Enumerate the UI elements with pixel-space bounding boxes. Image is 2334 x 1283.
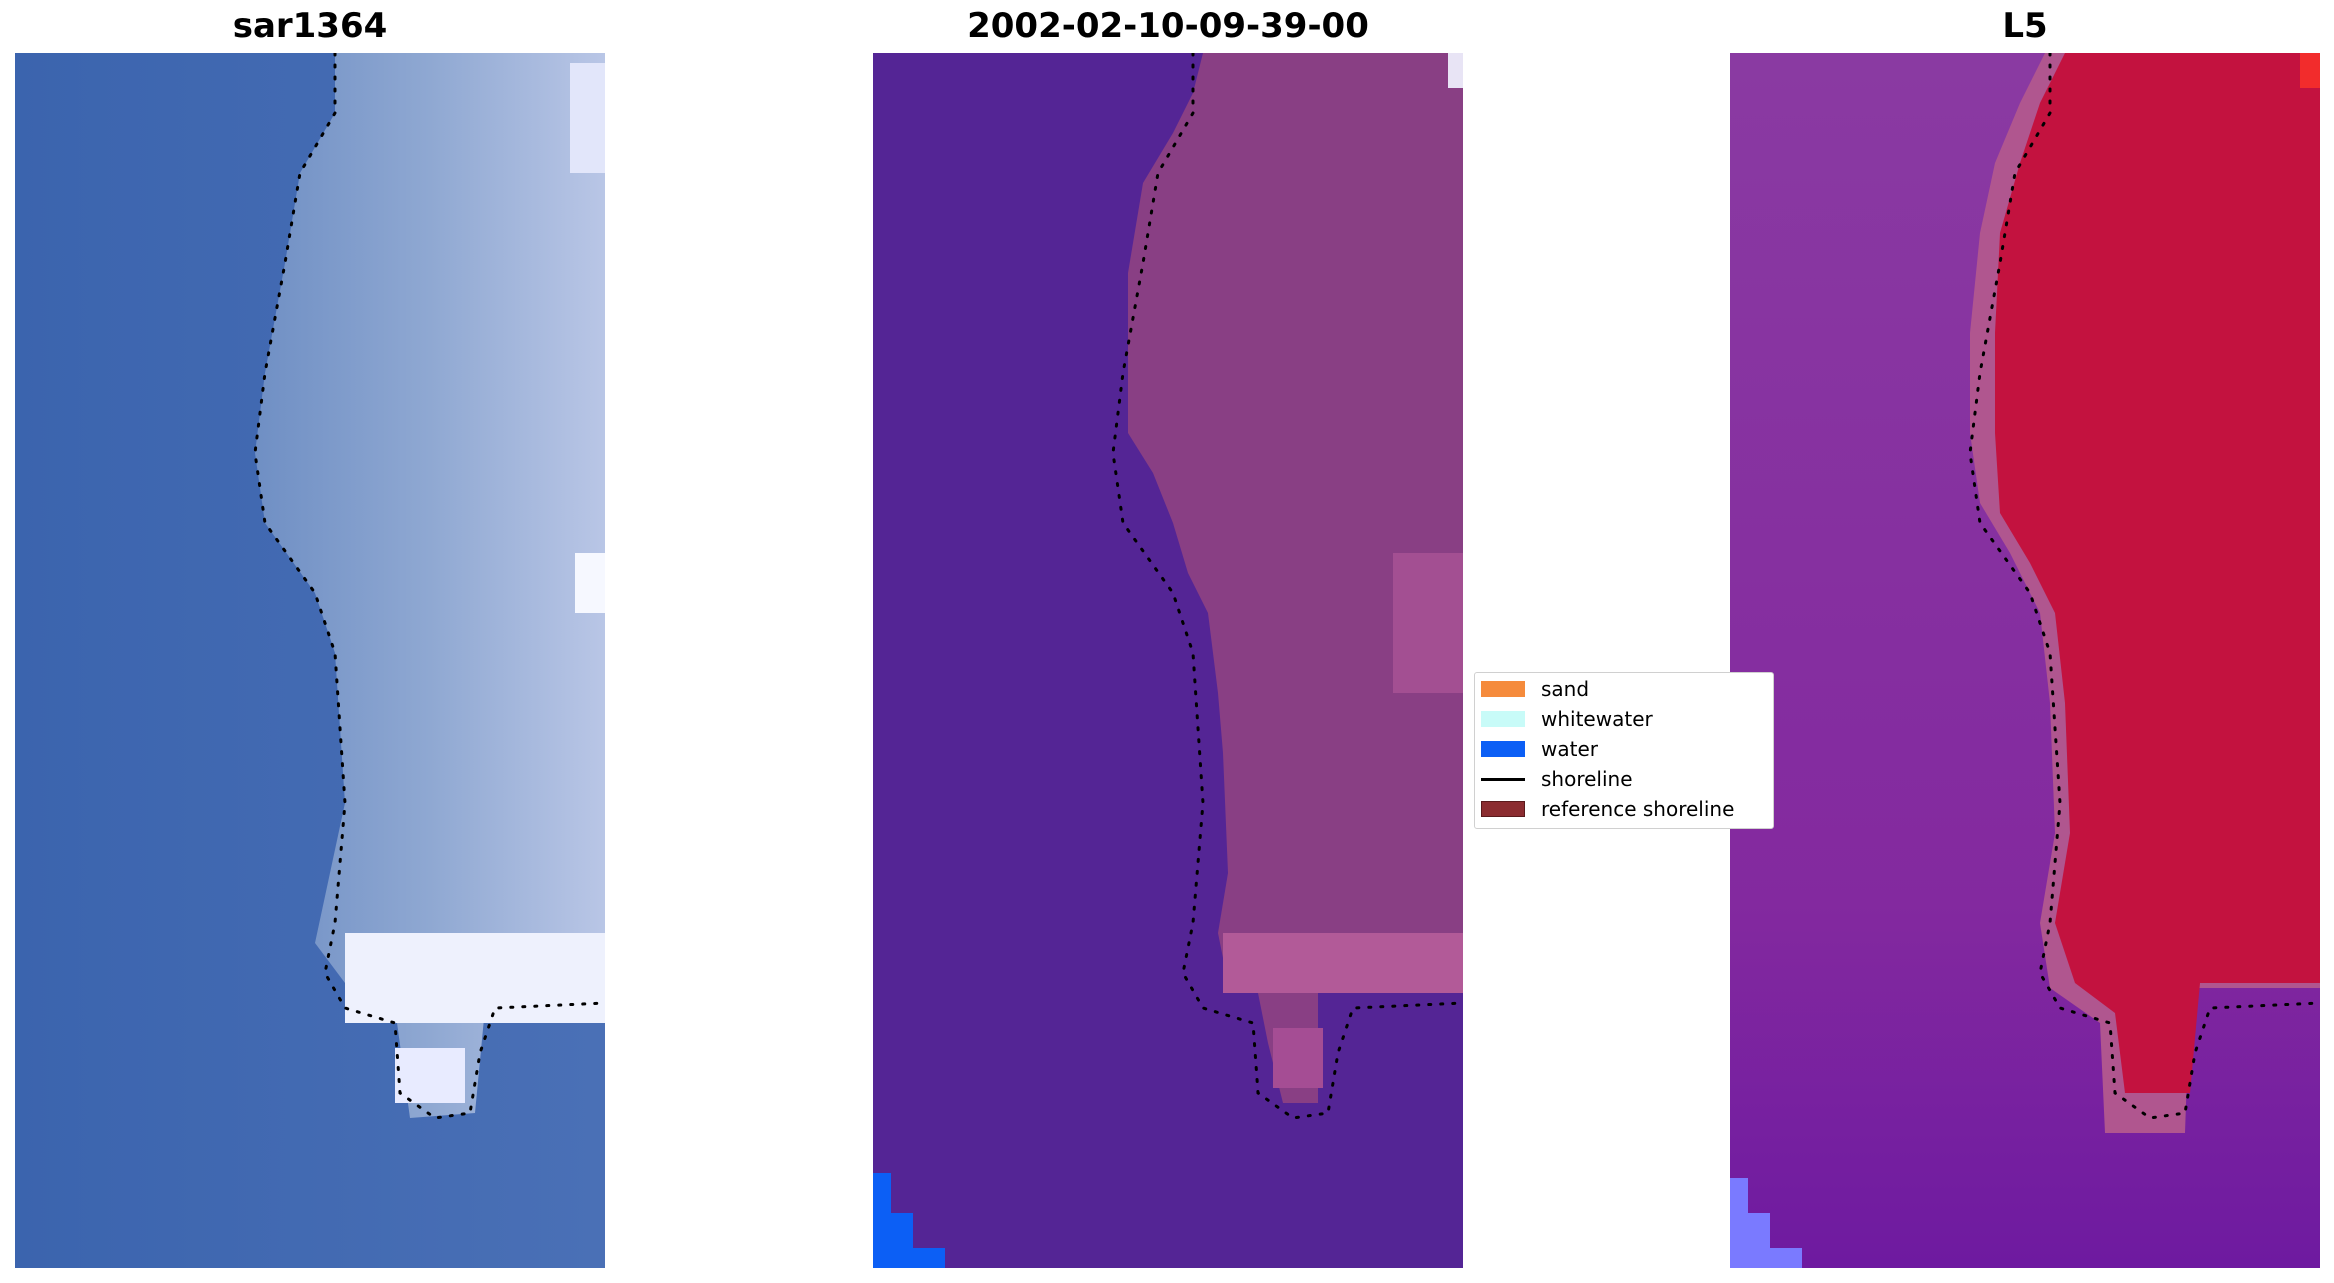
index-low-corner [1730,1178,1802,1268]
rgb-image-panel [15,53,605,1268]
panel-title-index: L5 [2002,6,2048,46]
legend-item-water: water [1481,735,1598,763]
legend-label-shoreline: shoreline [1541,767,1633,791]
rgb-surf-band [345,933,605,1023]
legend-item-reference-shoreline: reference shoreline [1481,795,1734,823]
rgb-bright-edge-2 [575,553,605,613]
rgb-surf-patch [395,1048,465,1103]
legend-swatch-reference-shoreline [1481,801,1525,817]
legend: sand whitewater water shoreline referenc… [1474,672,1774,829]
index-reference-shoreline [1968,53,2320,1120]
class-true-water [873,1173,945,1268]
class-white-corner [1448,53,1463,88]
legend-label-sand: sand [1541,677,1590,701]
index-image-panel [1730,53,2320,1268]
class-land-light-3 [1273,1028,1323,1088]
legend-item-shoreline: shoreline [1481,765,1633,793]
index-image [1730,53,2320,1268]
legend-swatch-whitewater [1481,711,1525,727]
legend-line-shoreline [1481,777,1525,781]
panel-title-rgb: sar1364 [232,6,388,46]
rgb-land [255,53,605,1118]
legend-label-whitewater: whitewater [1541,707,1653,731]
classified-image-panel [873,53,1463,1268]
class-land-light-2 [1223,933,1463,993]
panel-title-date: 2002-02-10-09-39-00 [967,6,1369,46]
rgb-reference-shoreline [253,53,605,1120]
legend-item-whitewater: whitewater [1481,705,1653,733]
index-land [1995,53,2320,1093]
legend-label-reference-shoreline: reference shoreline [1541,797,1735,821]
class-land [1128,53,1463,1103]
rgb-image [15,53,605,1268]
index-red-corner [2300,53,2320,88]
legend-item-sand: sand [1481,675,1589,703]
legend-swatch-sand [1481,681,1525,697]
classified-image [873,53,1463,1268]
rgb-bright-edge [570,63,605,173]
legend-swatch-water [1481,741,1525,757]
class-reference-shoreline [1111,53,1463,1120]
class-land-light-1 [1393,553,1463,693]
legend-label-water: water [1541,737,1598,761]
